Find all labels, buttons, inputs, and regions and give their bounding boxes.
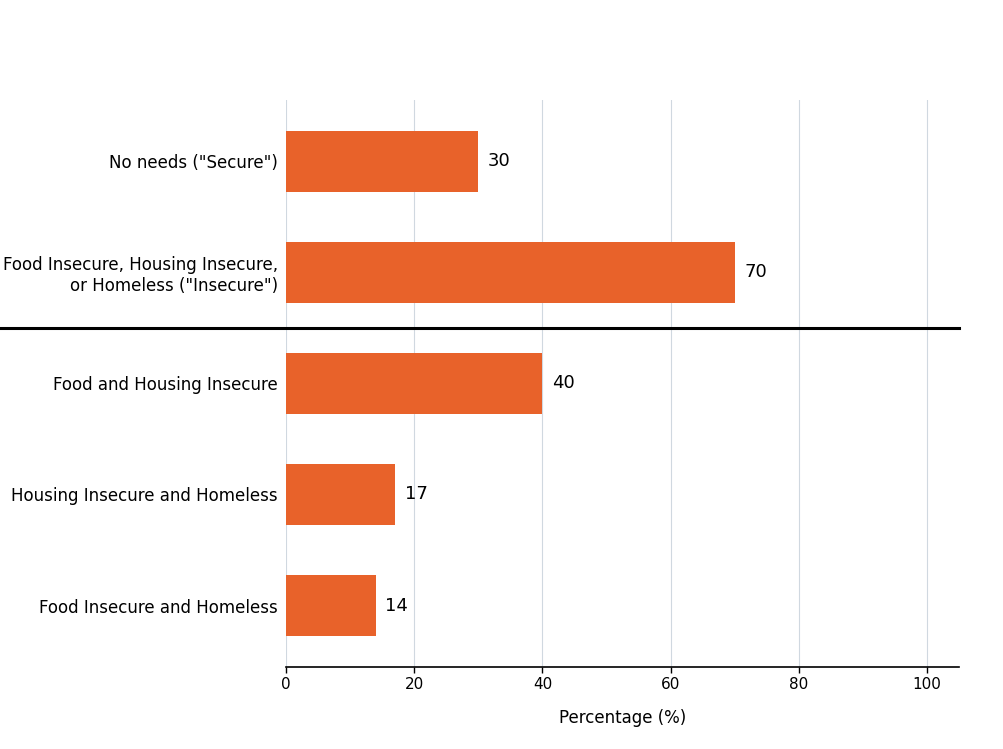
Bar [286, 575, 375, 636]
X-axis label: Percentage (%): Percentage (%) [559, 709, 685, 727]
Text: FIGURE 5. Intersections of Food Insecurity, Housing Insecurity, and Homelessness: FIGURE 5. Intersections of Food Insecuri… [12, 19, 917, 37]
Text: California Community College Survey Respondents: California Community College Survey Resp… [12, 55, 526, 73]
Bar [286, 130, 477, 192]
Bar [286, 464, 394, 525]
Bar [286, 242, 734, 303]
Text: 14: 14 [385, 596, 408, 614]
Bar [286, 353, 542, 414]
Text: 30: 30 [487, 152, 511, 170]
Text: 70: 70 [743, 263, 766, 281]
Text: 40: 40 [552, 374, 574, 392]
Text: 17: 17 [404, 485, 427, 503]
